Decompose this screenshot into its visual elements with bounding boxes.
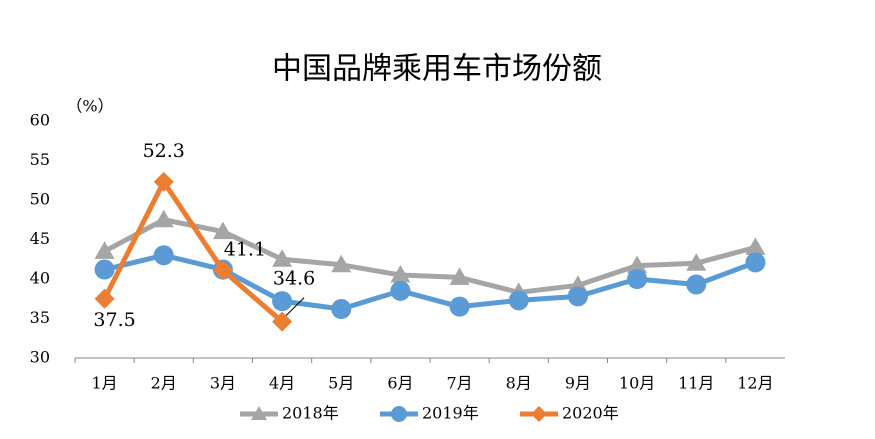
y-tick-label: 60	[30, 111, 50, 130]
y-tick-label: 30	[30, 348, 50, 367]
marker	[153, 171, 174, 192]
marker	[272, 249, 293, 267]
x-tick-label: 3月	[210, 374, 236, 393]
y-tick-label: 40	[30, 269, 50, 288]
marker	[331, 254, 352, 273]
marker	[449, 296, 470, 317]
y-tick-label: 45	[30, 229, 50, 248]
marker	[153, 209, 174, 228]
marker	[331, 299, 352, 320]
marker	[94, 241, 115, 259]
marker	[745, 237, 766, 255]
data-label: 34.6	[273, 268, 315, 290]
chart-title: 中国品牌乘用车市场份额	[272, 52, 602, 87]
x-tick-label: 5月	[328, 374, 354, 393]
marker	[212, 221, 233, 240]
marker	[94, 259, 115, 280]
series-line	[103, 217, 757, 295]
marker	[531, 406, 547, 422]
x-tick-label: 2月	[151, 374, 177, 393]
marker	[251, 406, 267, 420]
marker	[567, 286, 588, 307]
marker	[686, 253, 707, 271]
marker	[686, 274, 707, 295]
marker	[212, 260, 233, 281]
legend-label: 2020年	[562, 404, 619, 423]
marker	[272, 291, 293, 312]
marker	[94, 288, 115, 309]
x-tick-label: 4月	[269, 374, 295, 393]
marker	[272, 311, 293, 332]
y-axis-label: （%）	[66, 97, 113, 116]
y-tick-label: 50	[30, 190, 50, 209]
marker	[745, 252, 766, 273]
legend-label: 2018年	[282, 404, 339, 423]
x-tick-label: 12月	[737, 374, 773, 393]
marker	[449, 267, 470, 285]
marker	[390, 280, 411, 301]
marker	[390, 265, 411, 283]
x-tick-label: 8月	[506, 374, 532, 393]
y-tick-label: 35	[30, 308, 50, 327]
data-label: 41.1	[224, 238, 266, 260]
x-tick-label: 6月	[387, 374, 413, 393]
marker	[391, 406, 407, 422]
x-tick-label: 9月	[565, 374, 591, 393]
marker	[627, 269, 648, 289]
x-tick-label: 10月	[619, 374, 655, 393]
data-label: 37.5	[93, 309, 135, 331]
x-tick-label: 11月	[678, 374, 714, 393]
legend-label: 2019年	[422, 404, 479, 423]
data-label: 52.3	[143, 140, 185, 162]
marker	[508, 290, 529, 311]
leader-line	[285, 297, 305, 317]
series-line	[102, 179, 284, 324]
x-tick-label: 7月	[446, 374, 472, 393]
marker	[153, 245, 174, 266]
x-tick-label: 1月	[91, 374, 117, 393]
marker	[627, 255, 648, 274]
y-tick-label: 55	[30, 150, 50, 169]
